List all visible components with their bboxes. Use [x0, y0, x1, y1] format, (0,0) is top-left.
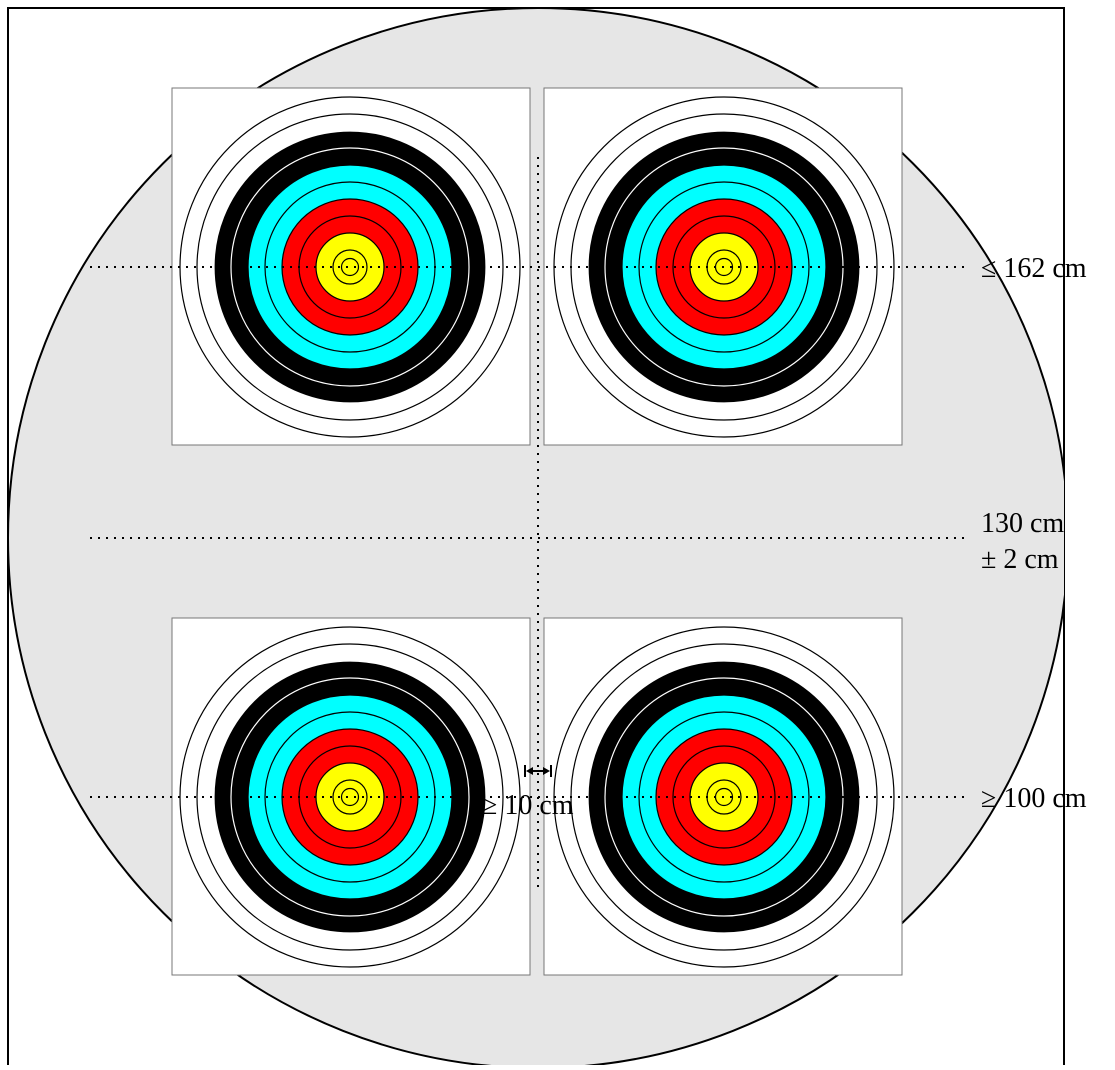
- ring-X: [340, 257, 360, 277]
- center-height-label: 130 cm: [981, 508, 1064, 539]
- target-face-bottom-left: [179, 626, 521, 968]
- gap-arrow-icon: [524, 765, 552, 777]
- max-height-label: ≤ 162 cm: [981, 253, 1087, 284]
- target-face-bottom-right: [553, 626, 895, 968]
- ring-X: [714, 787, 734, 807]
- guide-lines: [90, 157, 970, 890]
- center-tolerance-label: ± 2 cm: [981, 544, 1059, 575]
- target-face-top-right: [553, 96, 895, 438]
- min-gap-label: ≥ 10 cm: [482, 790, 574, 821]
- min-height-label: ≥ 100 cm: [981, 783, 1087, 814]
- target-face-top-left: [179, 96, 521, 438]
- ring-X: [340, 787, 360, 807]
- ring-X: [714, 257, 734, 277]
